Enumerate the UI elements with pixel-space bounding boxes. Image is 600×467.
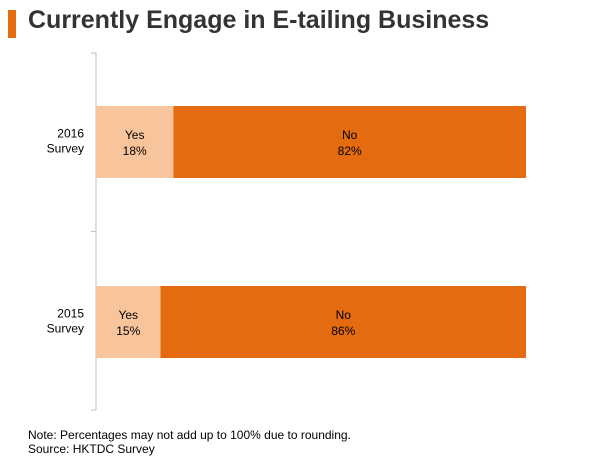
category-tick-label: 2016 xyxy=(57,127,84,141)
bar-series-label: Yes xyxy=(118,308,138,322)
bar-data-label: 15% xyxy=(116,324,140,338)
bar-segment-yes xyxy=(96,286,161,358)
category-tick-label: Survey xyxy=(47,322,84,336)
bar-data-label: 86% xyxy=(331,324,355,338)
bar-segment-yes xyxy=(96,106,174,178)
title-accent-bar xyxy=(8,10,16,38)
bar-data-label: 18% xyxy=(123,144,147,158)
chart-title: Currently Engage in E-tailing Business xyxy=(28,6,490,34)
bar-series-label: No xyxy=(342,128,358,142)
category-tick-label: Survey xyxy=(47,142,84,156)
bar-series-label: No xyxy=(336,308,352,322)
chart-source: Source: HKTDC Survey xyxy=(28,442,155,456)
chart-note: Note: Percentages may not add up to 100%… xyxy=(28,428,351,442)
category-tick-label: 2015 xyxy=(57,307,84,321)
bar-segment-no xyxy=(160,286,526,358)
bar-segment-no xyxy=(173,106,526,178)
bar-data-label: 82% xyxy=(338,144,362,158)
bar-series-label: Yes xyxy=(125,128,145,142)
